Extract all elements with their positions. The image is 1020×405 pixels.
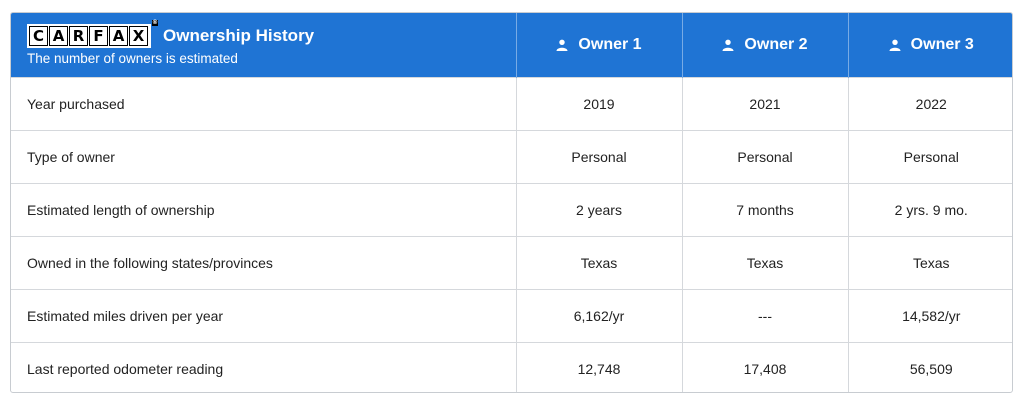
table-row: Estimated length of ownership 2 years 7 … xyxy=(11,183,1012,237)
owner-1-value: 2019 xyxy=(515,77,682,131)
owner-3-header: Owner 3 xyxy=(847,13,1012,78)
logo-letter: X xyxy=(129,26,148,46)
owner-1-value: 2 years xyxy=(515,183,682,237)
table-row: Owned in the following states/provinces … xyxy=(11,236,1012,290)
person-icon xyxy=(556,39,568,51)
owner-label: Owner 2 xyxy=(744,36,808,53)
table-header-row: C A R F A X ® Ownership History The numb… xyxy=(11,13,1012,78)
owner-1-value: 6,162/yr xyxy=(515,289,682,343)
owner-3-value: 2022 xyxy=(847,77,1012,131)
owner-2-header: Owner 2 xyxy=(681,13,848,78)
ownership-history-panel: C A R F A X ® Ownership History The numb… xyxy=(10,12,1013,393)
owner-3-value: Personal xyxy=(847,130,1012,184)
owner-3-value: 56,509 xyxy=(847,342,1012,392)
table-row: Last reported odometer reading 12,748 17… xyxy=(11,342,1012,392)
owner-1-value: 12,748 xyxy=(515,342,682,392)
table-row: Year purchased 2019 2021 2022 xyxy=(11,77,1012,131)
owner-1-value: Texas xyxy=(515,236,682,290)
section-title: Ownership History xyxy=(163,26,315,45)
logo-letter: F xyxy=(89,26,108,46)
row-label: Type of owner xyxy=(11,130,516,184)
owner-2-value: --- xyxy=(681,289,848,343)
person-icon xyxy=(722,39,734,51)
row-label: Owned in the following states/provinces xyxy=(11,236,516,290)
owner-1-header: Owner 1 xyxy=(515,13,682,78)
logo-letter: R xyxy=(69,26,88,46)
table-row: Estimated miles driven per year 6,162/yr… xyxy=(11,289,1012,343)
row-label: Estimated miles driven per year xyxy=(11,289,516,343)
logo-letter: A xyxy=(49,26,68,46)
owner-1-value: Personal xyxy=(515,130,682,184)
owner-3-value: 14,582/yr xyxy=(847,289,1012,343)
owner-2-value: Personal xyxy=(681,130,848,184)
row-label: Year purchased xyxy=(11,77,516,131)
owner-2-value: 2021 xyxy=(681,77,848,131)
owner-2-value: 7 months xyxy=(681,183,848,237)
owner-2-value: 17,408 xyxy=(681,342,848,392)
table-row: Type of owner Personal Personal Personal xyxy=(11,130,1012,184)
person-icon xyxy=(889,39,901,51)
row-label: Last reported odometer reading xyxy=(11,342,516,392)
logo-registered-mark: ® xyxy=(152,19,158,26)
owner-label: Owner 1 xyxy=(578,36,642,53)
owner-3-value: Texas xyxy=(847,236,1012,290)
header-brand-cell: C A R F A X ® Ownership History The numb… xyxy=(11,13,516,78)
logo-letter: C xyxy=(29,26,48,46)
owner-label: Owner 3 xyxy=(910,36,974,53)
ownership-history-table: C A R F A X ® Ownership History The numb… xyxy=(11,13,1012,392)
logo-letter: A xyxy=(109,26,128,46)
owner-2-value: Texas xyxy=(681,236,848,290)
owner-3-value: 2 yrs. 9 mo. xyxy=(847,183,1012,237)
carfax-logo: C A R F A X ® xyxy=(27,20,158,48)
section-subtitle: The number of owners is estimated xyxy=(27,51,238,66)
row-label: Estimated length of ownership xyxy=(11,183,516,237)
